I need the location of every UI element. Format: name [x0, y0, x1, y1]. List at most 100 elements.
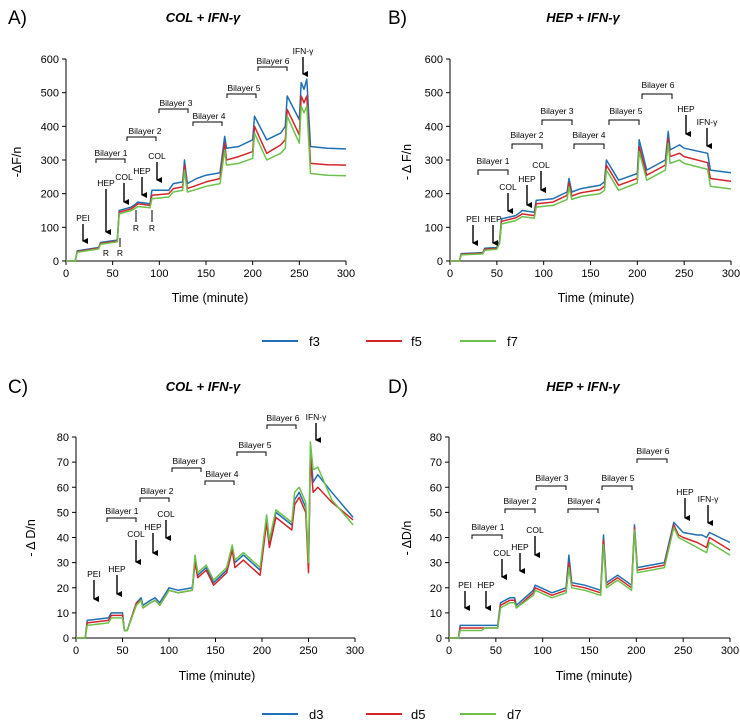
series-line-f3 — [66, 78, 347, 262]
y-tick-label: 0 — [437, 256, 443, 268]
x-tick-label: 0 — [63, 268, 69, 280]
bilayer-4-bracket — [567, 508, 599, 513]
annotation-hep-2: HEP — [511, 542, 529, 552]
bilayer-3-bracket — [171, 467, 202, 472]
panel-letter: C) — [8, 377, 28, 398]
annotation-pei: PEI — [466, 214, 480, 224]
bilayer-6-label: Bilayer 6 — [641, 80, 674, 90]
bilayer-1-bracket — [106, 517, 137, 522]
bilayer-2-label: Bilayer 2 — [503, 496, 536, 506]
x-tick-label: 300 — [722, 268, 740, 280]
annotation-r-3: R — [133, 223, 139, 233]
legend-label: d7 — [507, 707, 521, 722]
bilayer-4-label: Bilayer 4 — [567, 496, 600, 506]
chart-title: HEP + IFN-γ — [546, 379, 620, 394]
bilayer-1-label: Bilayer 1 — [94, 148, 127, 158]
annotations: PEI HEP COL HEP COL IFN-γ Bilayer 1 Bila… — [87, 412, 327, 602]
x-axis-label: Time (minute) — [556, 669, 633, 683]
bilayer-4-label: Bilayer 4 — [205, 469, 238, 479]
annotation-col-2: COL — [148, 151, 166, 161]
legend-item-d3: d3 — [262, 707, 323, 722]
annotation-col-2: COL — [532, 160, 550, 170]
legend-label: d3 — [309, 707, 323, 722]
x-tick-label: 250 — [674, 645, 692, 657]
series-line-d3 — [449, 521, 731, 639]
bilayer-5-label: Bilayer 5 — [238, 440, 271, 450]
annotation-r-1: R — [103, 248, 109, 258]
bilayer-1-label: Bilayer 1 — [471, 522, 504, 532]
annotation-hep: HEP — [97, 178, 115, 188]
bilayer-6-label: Bilayer 6 — [256, 56, 289, 66]
x-tick-label: 100 — [160, 645, 178, 657]
x-tick-label: 100 — [533, 645, 551, 657]
y-axis-label: -ΔF/n — [10, 147, 24, 178]
x-tick-label: 200 — [243, 268, 261, 280]
annotation-hep: HEP — [108, 564, 126, 574]
legend-item-d5: d5 — [366, 707, 425, 722]
bilayer-2-label: Bilayer 2 — [128, 126, 161, 136]
x-tick-label: 250 — [675, 268, 693, 280]
legend-label: f5 — [411, 334, 422, 349]
y-tick-label: 60 — [430, 482, 442, 494]
x-tick-label: 0 — [447, 268, 453, 280]
annotation-hep: HEP — [484, 214, 502, 224]
bilayer-4-label: Bilayer 4 — [572, 130, 605, 140]
annotation-hep-2: HEP — [144, 522, 162, 532]
y-axis-label: - Δ F/n — [400, 144, 414, 180]
annotations: PEI HEP COL HEP COL R R R R IFN-γ Bilaye… — [76, 46, 314, 258]
x-tick-label: 50 — [490, 645, 502, 657]
x-tick-label: 300 — [346, 645, 364, 657]
bilayer-2-bracket — [511, 143, 543, 149]
x-tick-label: 0 — [446, 645, 452, 657]
bilayer-6-label: Bilayer 6 — [636, 446, 669, 456]
bilayer-6-bracket — [266, 424, 297, 429]
bilayer-2-bracket — [504, 508, 536, 513]
y-tick-label: 300 — [425, 155, 443, 167]
y-axis-label: - Δ D/n — [24, 519, 38, 557]
annotation-col: COL — [499, 182, 517, 192]
y-tick-label: 20 — [430, 583, 442, 595]
series-line-f7 — [450, 142, 732, 262]
y-tick-label: 10 — [430, 608, 442, 620]
x-tick-label: 150 — [206, 645, 224, 657]
x-tick-label: 150 — [581, 268, 599, 280]
annotation-r-4: R — [149, 223, 155, 233]
legend-item-f5: f5 — [366, 334, 422, 349]
x-axis-label: Time (minute) — [179, 669, 256, 683]
y-tick-label: 400 — [425, 121, 443, 133]
series-line-d7 — [76, 441, 354, 639]
x-tick-label: 300 — [721, 645, 739, 657]
annotation-col: COL — [115, 172, 133, 182]
y-tick-label: 40 — [57, 533, 69, 545]
y-tick-label: 80 — [430, 432, 442, 444]
panel-d: D) HEP + IFN-γ - ΔD/n Time (minute) 0 50 1… — [388, 377, 739, 683]
chart-title: HEP + IFN-γ — [546, 10, 620, 25]
x-tick-label: 100 — [150, 268, 168, 280]
legend-item-d7: d7 — [460, 707, 521, 722]
x-tick-label: 200 — [628, 268, 646, 280]
y-tick-label: 600 — [425, 54, 443, 66]
y-tick-label: 0 — [63, 633, 69, 645]
panel-letter: B) — [388, 8, 407, 29]
x-tick-label: 50 — [116, 645, 128, 657]
annotation-col: COL — [127, 529, 145, 539]
y-tick-label: 40 — [430, 533, 442, 545]
series-line-d5 — [76, 456, 354, 639]
x-axis-label: Time (minute) — [558, 291, 635, 305]
bilayer-5-bracket — [608, 119, 640, 125]
y-tick-label: 400 — [41, 121, 59, 133]
annotation-pei: PEI — [76, 213, 90, 223]
annotation-pei: PEI — [458, 580, 472, 590]
x-tick-label: 150 — [580, 645, 598, 657]
annotation-pei: PEI — [87, 569, 101, 579]
annotation-hep-2: HEP — [518, 174, 536, 184]
y-tick-label: 300 — [41, 155, 59, 167]
y-tick-label: 500 — [41, 88, 59, 100]
bilayer-3-bracket — [158, 108, 189, 113]
annotation-ifn: IFN-γ — [293, 46, 315, 56]
bilayer-5-bracket — [226, 93, 257, 98]
annotation-col: COL — [493, 548, 511, 558]
x-tick-label: 200 — [253, 645, 271, 657]
bilayer-2-bracket — [139, 497, 170, 502]
